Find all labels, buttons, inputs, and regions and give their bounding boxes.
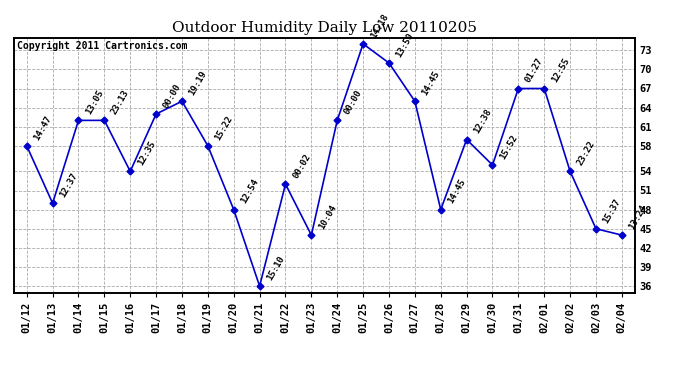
Text: 12:54: 12:54 <box>239 178 261 206</box>
Text: 13:05: 13:05 <box>84 88 106 116</box>
Text: 12:35: 12:35 <box>136 140 157 167</box>
Text: 00:00: 00:00 <box>161 82 183 110</box>
Text: 15:37: 15:37 <box>602 197 623 225</box>
Text: 14:18: 14:18 <box>368 12 390 40</box>
Text: 00:02: 00:02 <box>291 152 313 180</box>
Text: 10:04: 10:04 <box>317 203 338 231</box>
Text: 15:52: 15:52 <box>498 133 520 161</box>
Text: 15:10: 15:10 <box>265 254 286 282</box>
Text: 12:37: 12:37 <box>58 171 79 199</box>
Text: 13:50: 13:50 <box>395 31 416 59</box>
Text: 15:22: 15:22 <box>213 114 235 142</box>
Text: 00:00: 00:00 <box>343 88 364 116</box>
Text: 12:38: 12:38 <box>472 108 493 135</box>
Text: 13:24: 13:24 <box>627 203 649 231</box>
Title: Outdoor Humidity Daily Low 20110205: Outdoor Humidity Daily Low 20110205 <box>172 21 477 35</box>
Text: 14:45: 14:45 <box>420 69 442 97</box>
Text: 23:13: 23:13 <box>110 88 131 116</box>
Text: 14:47: 14:47 <box>32 114 54 142</box>
Text: 01:27: 01:27 <box>524 57 545 84</box>
Text: 23:22: 23:22 <box>575 140 597 167</box>
Text: 19:19: 19:19 <box>188 69 209 97</box>
Text: Copyright 2011 Cartronics.com: Copyright 2011 Cartronics.com <box>17 41 187 51</box>
Text: 12:55: 12:55 <box>550 57 571 84</box>
Text: 14:45: 14:45 <box>446 178 468 206</box>
